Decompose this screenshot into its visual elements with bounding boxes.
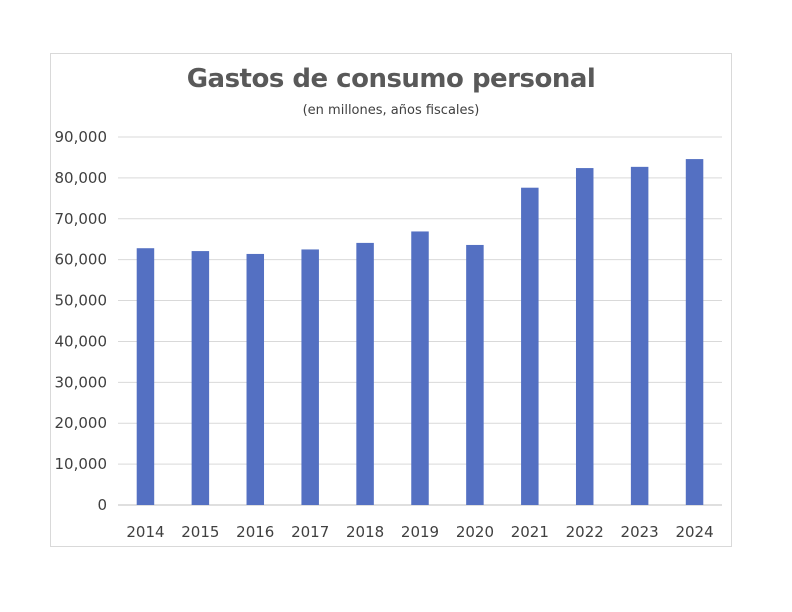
y-tick-label: 0: [97, 496, 107, 514]
x-tick-label-2023: 2023: [621, 523, 659, 541]
bar-2019: [411, 231, 429, 505]
y-tick-label: 70,000: [55, 210, 108, 228]
x-tick-label-2022: 2022: [566, 523, 604, 541]
bar-2015: [191, 251, 210, 505]
y-tick-label: 50,000: [55, 292, 108, 310]
bar-2023: [630, 166, 649, 506]
x-tick-label-2024: 2024: [675, 523, 713, 541]
y-tick-label: 20,000: [55, 414, 108, 432]
y-tick-label: 30,000: [55, 373, 108, 391]
x-axis-tick-labels: 2014 2015 2016 2017 2018 2019 2020 2021 2022 2023…: [126, 523, 713, 541]
bar-2016: [246, 253, 265, 505]
bar-2017: [301, 249, 319, 505]
x-tick-label-2015: 2015: [181, 523, 219, 541]
x-tick-label-2021: 2021: [511, 523, 549, 541]
y-tick-label: 10,000: [55, 455, 108, 473]
x-tick-label-2014: 2014: [126, 523, 164, 541]
bar-2018: [356, 242, 374, 505]
x-tick-label-2017: 2017: [291, 523, 329, 541]
y-tick-label: 80,000: [55, 169, 108, 187]
bar-2021: [521, 187, 539, 506]
x-tick-label-2016: 2016: [236, 523, 274, 541]
chart-subtitle: (en millones, años fiscales): [302, 103, 480, 118]
y-tick-label: 40,000: [55, 332, 108, 350]
bar-2014: [136, 248, 155, 505]
x-tick-label-2020: 2020: [456, 523, 494, 541]
bars: [136, 159, 704, 506]
x-tick-label-2018: 2018: [346, 523, 384, 541]
y-tick-label: 60,000: [55, 251, 108, 269]
bar-2022: [575, 168, 594, 505]
bar-2020: [466, 244, 484, 506]
y-axis-tick-labels: 0 10,000 20,000 30,000 40,000 50,000 60,000 70,…: [55, 128, 108, 514]
x-tick-label-2019: 2019: [401, 523, 439, 541]
bar-2024: [685, 159, 704, 505]
chart-frame: [50, 53, 732, 547]
chart-title: Gastos de consumo personal: [186, 64, 596, 94]
y-tick-label: 90,000: [55, 128, 108, 146]
